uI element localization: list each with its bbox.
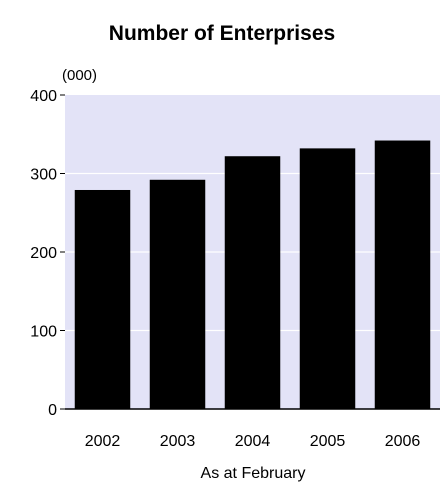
- y-tick-label-300: 300: [30, 167, 57, 184]
- bar-2003: [149, 179, 206, 409]
- x-axis-ticks: 2002 2003 2004 2005 2006: [85, 433, 421, 450]
- y-tick-label-100: 100: [30, 324, 57, 341]
- bars: [74, 140, 431, 409]
- x-tick-label-2005: 2005: [310, 433, 346, 450]
- x-tick-label-2002: 2002: [85, 433, 121, 450]
- x-tick-label-2003: 2003: [160, 433, 196, 450]
- y-unit-label: (000): [62, 67, 97, 84]
- x-tick-label-2006: 2006: [385, 433, 421, 450]
- x-axis-label: As at February: [201, 465, 306, 482]
- x-tick-label-2004: 2004: [235, 433, 271, 450]
- bar-2005: [299, 148, 356, 409]
- bar-2006: [374, 140, 431, 409]
- y-tick-label-200: 200: [30, 245, 57, 262]
- bar-2004: [224, 156, 281, 409]
- chart-title: Number of Enterprises: [109, 22, 335, 45]
- y-tick-label-0: 0: [48, 402, 57, 419]
- bar-2002: [74, 189, 131, 409]
- y-tick-label-400: 400: [30, 88, 57, 105]
- y-axis-ticks: 0 100 200 300 400: [30, 88, 65, 419]
